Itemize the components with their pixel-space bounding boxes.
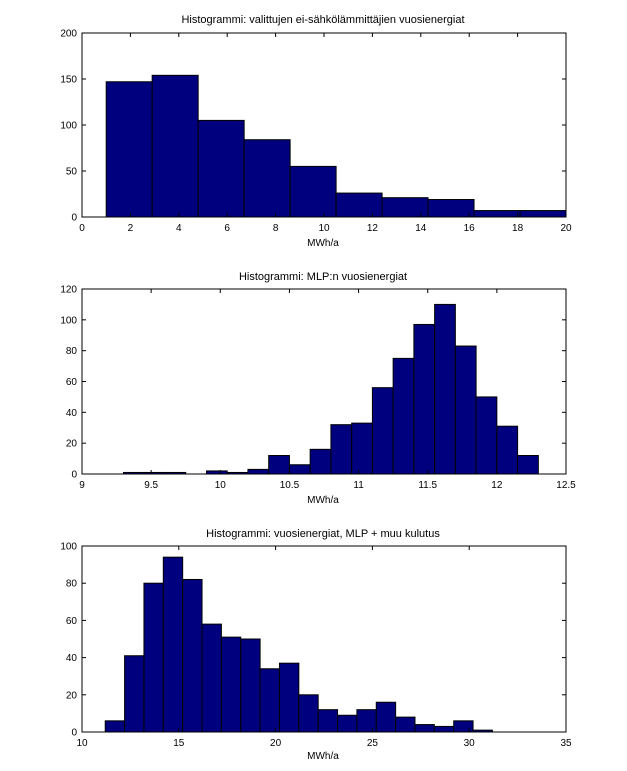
histogram-1-xtick-label-4: 6 xyxy=(224,223,230,234)
histogram-3-bar-4 xyxy=(162,556,184,733)
histogram-1-bar-4 xyxy=(243,139,291,218)
histogram-3-bar-1 xyxy=(104,720,126,733)
histogram-3-bar-16 xyxy=(395,716,416,733)
histogram-3-bar-15 xyxy=(375,701,397,733)
histogram-2-bar-7 xyxy=(247,468,270,475)
histogram-3-bar-18 xyxy=(433,725,455,733)
histogram-1-xtick-label-10: 18 xyxy=(512,223,524,234)
histogram-panel-1: Histogrammi: valittujen ei-sähkölämmittä… xyxy=(60,14,572,249)
histogram-2-ytick-label-2: 20 xyxy=(66,439,78,450)
histogram-2-xtick-label-2: 9.5 xyxy=(144,480,158,491)
histogram-2-bar-17 xyxy=(454,345,477,475)
histogram-panel-2: Histogrammi: MLP:n vuosienergiat MWh/a 9… xyxy=(60,271,576,506)
histogram-3-title: Histogrammi: vuosienergiat, MLP + muu ku… xyxy=(206,528,440,540)
histogram-2-bar-12 xyxy=(351,422,373,475)
histogram-1-bar-1 xyxy=(105,81,153,218)
histogram-2-xtick-label-1: 9 xyxy=(79,480,85,491)
histogram-3-xlabel: MWh/a xyxy=(307,751,339,762)
histogram-2-bar-9 xyxy=(288,464,311,475)
histogram-2-ytick-label-1: 0 xyxy=(71,470,77,481)
histogram-3-ytick-label-4: 60 xyxy=(66,616,78,627)
histogram-3-bar-19 xyxy=(453,720,474,733)
histogram-3-ytick-label-3: 40 xyxy=(66,653,78,664)
histogram-1-bar-8 xyxy=(427,199,475,218)
histogram-panel-3: Histogrammi: vuosienergiat, MLP + muu ku… xyxy=(60,528,572,762)
histogram-2-bar-11 xyxy=(330,424,353,475)
histogram-3-bar-8 xyxy=(240,638,261,733)
histogram-2-xtick-label-7: 12 xyxy=(491,480,503,491)
histogram-1-bar-10 xyxy=(519,210,567,218)
histogram-3-bar-13 xyxy=(337,714,358,733)
histogram-3-bar-14 xyxy=(356,709,377,733)
histogram-2-title: Histogrammi: MLP:n vuosienergiat xyxy=(239,271,407,283)
histogram-1-bar-3 xyxy=(197,119,245,218)
histogram-1-bar-9 xyxy=(473,210,521,218)
histogram-1-xtick-label-11: 20 xyxy=(560,223,572,234)
histogram-1-ytick-label-4: 150 xyxy=(60,75,77,86)
histogram-2-bar-20 xyxy=(517,455,539,475)
histogram-1-bar-5 xyxy=(289,165,337,218)
histogram-3-bar-12 xyxy=(317,709,339,733)
histogram-2-bar-15 xyxy=(413,323,436,475)
histogram-2-bar-18 xyxy=(475,396,498,475)
histogram-2-ytick-label-3: 40 xyxy=(66,408,78,419)
histogram-1-xtick-label-6: 10 xyxy=(318,223,330,234)
histogram-2-xtick-label-5: 11 xyxy=(353,480,364,491)
histogram-2-ytick-label-5: 80 xyxy=(66,346,78,357)
histogram-1-title: Histogrammi: valittujen ei-sähkölämmittä… xyxy=(181,14,464,26)
histogram-1-bar-6 xyxy=(335,192,383,218)
histogram-1-xlabel: MWh/a xyxy=(307,238,339,249)
histogram-2-ytick-label-4: 60 xyxy=(66,377,78,388)
histogram-1-xtick-label-9: 16 xyxy=(464,223,476,234)
histogram-3-xtick-label-6: 35 xyxy=(560,738,572,749)
histogram-3-xtick-label-4: 25 xyxy=(367,738,379,749)
histogram-3-bar-6 xyxy=(201,623,222,733)
histogram-3-xtick-label-3: 20 xyxy=(270,738,282,749)
histogram-2-bar-19 xyxy=(496,425,519,475)
histogram-3-ytick-label-2: 20 xyxy=(66,690,78,701)
histogram-2-xlabel: MWh/a xyxy=(307,495,339,506)
histogram-3-ytick-label-5: 80 xyxy=(66,579,78,590)
histogram-1-xtick-label-8: 14 xyxy=(415,223,427,234)
histogram-1-xtick-label-5: 8 xyxy=(273,223,279,234)
histogram-3-bar-3 xyxy=(143,582,164,733)
histogram-2-ytick-label-7: 120 xyxy=(60,285,77,296)
histogram-3-bar-17 xyxy=(414,724,435,733)
histogram-1-xtick-label-1: 0 xyxy=(79,223,85,234)
histogram-1-ytick-label-2: 50 xyxy=(66,167,78,178)
histogram-2-xtick-label-3: 10 xyxy=(215,480,227,491)
histogram-3-bar-11 xyxy=(298,694,319,733)
histogram-1-bar-2 xyxy=(151,74,199,218)
histogram-3-bar-5 xyxy=(182,578,203,733)
histogram-3-xtick-label-1: 10 xyxy=(76,738,88,749)
histogram-3-bar-2 xyxy=(124,655,145,733)
histogram-2-bar-14 xyxy=(392,357,415,475)
histogram-2-bar-16 xyxy=(434,303,456,475)
histogram-1-ytick-label-3: 100 xyxy=(60,121,77,132)
histogram-3-bar-7 xyxy=(220,636,242,733)
histogram-2-bar-8 xyxy=(268,455,290,475)
histogram-3-ytick-label-1: 0 xyxy=(71,728,77,739)
histogram-1-ytick-label-5: 200 xyxy=(60,29,77,40)
histogram-2-xtick-label-6: 11.5 xyxy=(418,480,437,491)
histogram-2-xtick-label-8: 12.5 xyxy=(556,480,576,491)
histogram-1-xtick-label-7: 12 xyxy=(367,223,379,234)
histogram-3-xtick-label-2: 15 xyxy=(173,738,185,749)
histogram-3-bar-10 xyxy=(278,662,300,733)
histogram-3-axes-frame xyxy=(81,545,567,733)
histogram-2-ytick-label-6: 100 xyxy=(60,315,77,326)
histogram-2-bar-10 xyxy=(309,448,332,475)
histogram-2-bar-13 xyxy=(371,387,394,475)
histogram-2-xtick-label-4: 10.5 xyxy=(280,480,300,491)
histogram-3-xtick-label-5: 30 xyxy=(464,738,476,749)
histogram-1-ytick-label-1: 0 xyxy=(71,213,77,224)
histogram-3-ytick-label-6: 100 xyxy=(60,542,77,553)
histogram-1-xtick-label-2: 2 xyxy=(128,223,134,234)
histogram-1-xtick-label-3: 4 xyxy=(176,223,182,234)
histogram-3-bar-9 xyxy=(259,668,280,733)
